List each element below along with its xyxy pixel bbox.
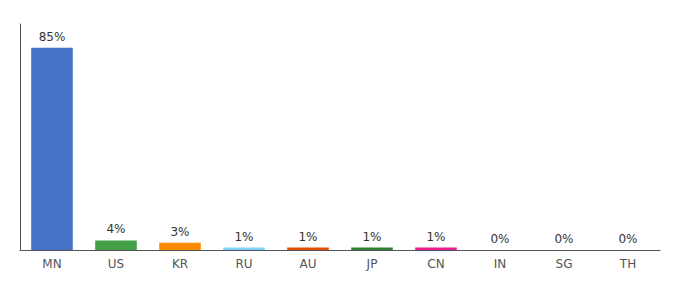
svg-text:US: US [108, 257, 124, 271]
svg-text:TH: TH [619, 257, 636, 271]
svg-text:85%: 85% [39, 30, 66, 44]
svg-text:IN: IN [494, 257, 507, 271]
svg-text:AU: AU [300, 257, 317, 271]
svg-text:1%: 1% [426, 230, 445, 244]
svg-text:JP: JP [366, 257, 378, 271]
svg-text:CN: CN [427, 257, 444, 271]
svg-text:1%: 1% [234, 230, 253, 244]
svg-text:KR: KR [172, 257, 188, 271]
svg-text:4%: 4% [106, 222, 125, 236]
svg-text:0%: 0% [554, 232, 573, 246]
svg-text:0%: 0% [490, 232, 509, 246]
svg-text:1%: 1% [298, 230, 317, 244]
svg-text:3%: 3% [170, 225, 189, 239]
svg-text:RU: RU [235, 257, 252, 271]
svg-text:0%: 0% [618, 232, 637, 246]
svg-text:SG: SG [556, 257, 573, 271]
svg-text:1%: 1% [362, 230, 381, 244]
svg-text:MN: MN [42, 257, 61, 271]
